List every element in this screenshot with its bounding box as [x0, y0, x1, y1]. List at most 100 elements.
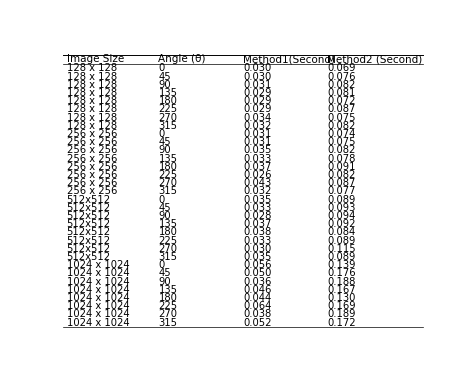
Text: 512x512: 512x512: [66, 211, 111, 221]
Text: 0.035: 0.035: [243, 252, 271, 262]
Text: 0.038: 0.038: [243, 309, 271, 320]
Text: 0.031: 0.031: [243, 137, 271, 147]
Text: 225: 225: [158, 170, 178, 180]
Text: 0.189: 0.189: [328, 309, 356, 320]
Text: 256 x 256: 256 x 256: [66, 129, 117, 139]
Text: 0.043: 0.043: [243, 178, 271, 188]
Text: 1024 x 1024: 1024 x 1024: [66, 260, 129, 270]
Text: 180: 180: [158, 228, 177, 237]
Text: 0.056: 0.056: [243, 260, 272, 270]
Text: 0.037: 0.037: [243, 162, 271, 172]
Text: 315: 315: [158, 121, 177, 131]
Text: 512x512: 512x512: [66, 203, 111, 213]
Text: 180: 180: [158, 96, 177, 106]
Text: 256 x 256: 256 x 256: [66, 170, 117, 180]
Text: 0.072: 0.072: [328, 96, 356, 106]
Text: 0.169: 0.169: [328, 301, 356, 311]
Text: 0.188: 0.188: [328, 277, 356, 286]
Text: 0.076: 0.076: [328, 72, 356, 82]
Text: 128 x 128: 128 x 128: [66, 121, 117, 131]
Text: 0.026: 0.026: [243, 170, 272, 180]
Text: 135: 135: [158, 154, 177, 164]
Text: 225: 225: [158, 236, 178, 246]
Text: 0.050: 0.050: [243, 268, 271, 279]
Text: 512x512: 512x512: [66, 236, 111, 246]
Text: 0.084: 0.084: [328, 228, 356, 237]
Text: 135: 135: [158, 285, 177, 295]
Text: 512x512: 512x512: [66, 228, 111, 237]
Text: 1024 x 1024: 1024 x 1024: [66, 285, 129, 295]
Text: 90: 90: [158, 211, 171, 221]
Text: 0.092: 0.092: [328, 219, 356, 229]
Text: 0.029: 0.029: [243, 88, 272, 98]
Text: 0.033: 0.033: [243, 154, 271, 164]
Text: 128 x 128: 128 x 128: [66, 72, 117, 82]
Text: 0.030: 0.030: [243, 244, 271, 254]
Text: 180: 180: [158, 162, 177, 172]
Text: 45: 45: [158, 268, 171, 279]
Text: 0.038: 0.038: [243, 228, 271, 237]
Text: Method1(Second): Method1(Second): [243, 54, 335, 64]
Text: Angle (θ): Angle (θ): [158, 54, 206, 64]
Text: 128 x 128: 128 x 128: [66, 104, 117, 114]
Text: 0.093: 0.093: [328, 203, 356, 213]
Text: 0.031: 0.031: [243, 129, 271, 139]
Text: 270: 270: [158, 244, 177, 254]
Text: 0.089: 0.089: [328, 236, 356, 246]
Text: 270: 270: [158, 309, 177, 320]
Text: 0.030: 0.030: [243, 72, 271, 82]
Text: 270: 270: [158, 178, 177, 188]
Text: 0.115: 0.115: [328, 244, 356, 254]
Text: 1024 x 1024: 1024 x 1024: [66, 318, 129, 328]
Text: 0.074: 0.074: [328, 129, 356, 139]
Text: 256 x 256: 256 x 256: [66, 186, 117, 196]
Text: 0.075: 0.075: [328, 137, 356, 147]
Text: 0.035: 0.035: [243, 146, 271, 155]
Text: 0: 0: [158, 195, 164, 205]
Text: 0.167: 0.167: [328, 285, 356, 295]
Text: 0.033: 0.033: [243, 203, 271, 213]
Text: 135: 135: [158, 88, 177, 98]
Text: 270: 270: [158, 112, 177, 123]
Text: 0.031: 0.031: [243, 80, 271, 90]
Text: 128 x 128: 128 x 128: [66, 88, 117, 98]
Text: 0.046: 0.046: [243, 285, 271, 295]
Text: 256 x 256: 256 x 256: [66, 137, 117, 147]
Text: 0.033: 0.033: [243, 236, 271, 246]
Text: 0.176: 0.176: [328, 268, 356, 279]
Text: 0.081: 0.081: [328, 88, 356, 98]
Text: 315: 315: [158, 318, 177, 328]
Text: 1024 x 1024: 1024 x 1024: [66, 268, 129, 279]
Text: 256 x 256: 256 x 256: [66, 154, 117, 164]
Text: 0.069: 0.069: [328, 63, 356, 74]
Text: 128 x 128: 128 x 128: [66, 112, 117, 123]
Text: 0.029: 0.029: [243, 104, 272, 114]
Text: 256 x 256: 256 x 256: [66, 162, 117, 172]
Text: 0.094: 0.094: [328, 211, 356, 221]
Text: 0.082: 0.082: [328, 170, 356, 180]
Text: 0.139: 0.139: [328, 260, 356, 270]
Text: 1024 x 1024: 1024 x 1024: [66, 277, 129, 286]
Text: 0.034: 0.034: [243, 112, 271, 123]
Text: 0: 0: [158, 260, 164, 270]
Text: 0.172: 0.172: [328, 318, 356, 328]
Text: 90: 90: [158, 146, 171, 155]
Text: 0.075: 0.075: [328, 112, 356, 123]
Text: 512x512: 512x512: [66, 219, 111, 229]
Text: 1024 x 1024: 1024 x 1024: [66, 293, 129, 303]
Text: 512x512: 512x512: [66, 252, 111, 262]
Text: 0.028: 0.028: [243, 211, 271, 221]
Text: 512x512: 512x512: [66, 195, 111, 205]
Text: 0.037: 0.037: [243, 219, 271, 229]
Text: 256 x 256: 256 x 256: [66, 178, 117, 188]
Text: 180: 180: [158, 293, 177, 303]
Text: 0: 0: [158, 129, 164, 139]
Text: 0.082: 0.082: [328, 80, 356, 90]
Text: 0.032: 0.032: [243, 186, 271, 196]
Text: 128 x 128: 128 x 128: [66, 96, 117, 106]
Text: 315: 315: [158, 186, 177, 196]
Text: 0.036: 0.036: [243, 277, 271, 286]
Text: 1024 x 1024: 1024 x 1024: [66, 301, 129, 311]
Text: 45: 45: [158, 72, 171, 82]
Text: 90: 90: [158, 80, 171, 90]
